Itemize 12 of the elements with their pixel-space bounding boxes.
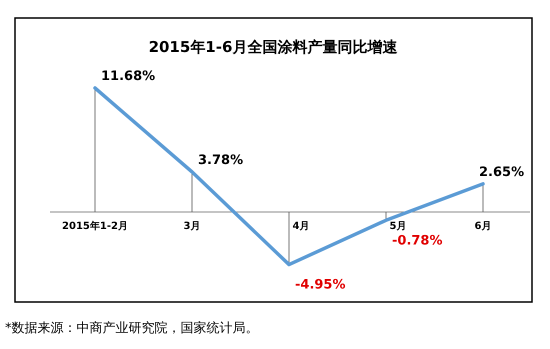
data-label: 2.65% [479,164,524,180]
x-tick-label: 6月 [474,221,492,232]
data-label: -4.95% [295,278,346,293]
x-tick-label: 5月 [390,221,406,232]
data-label: 3.78% [198,152,244,168]
text: *数据来源：中商产业研究院，国家统计局。 [5,320,258,336]
data-label: -0.78% [392,233,442,248]
x-tick-label: 2015年1-2月 [62,220,128,232]
chart-title: 2015年1-6月全国涂料产量同比增速 [148,38,398,56]
x-tick-label: 3月 [184,221,200,232]
data-label: 11.68% [101,69,156,84]
x-tick-label: 4月 [292,221,310,232]
